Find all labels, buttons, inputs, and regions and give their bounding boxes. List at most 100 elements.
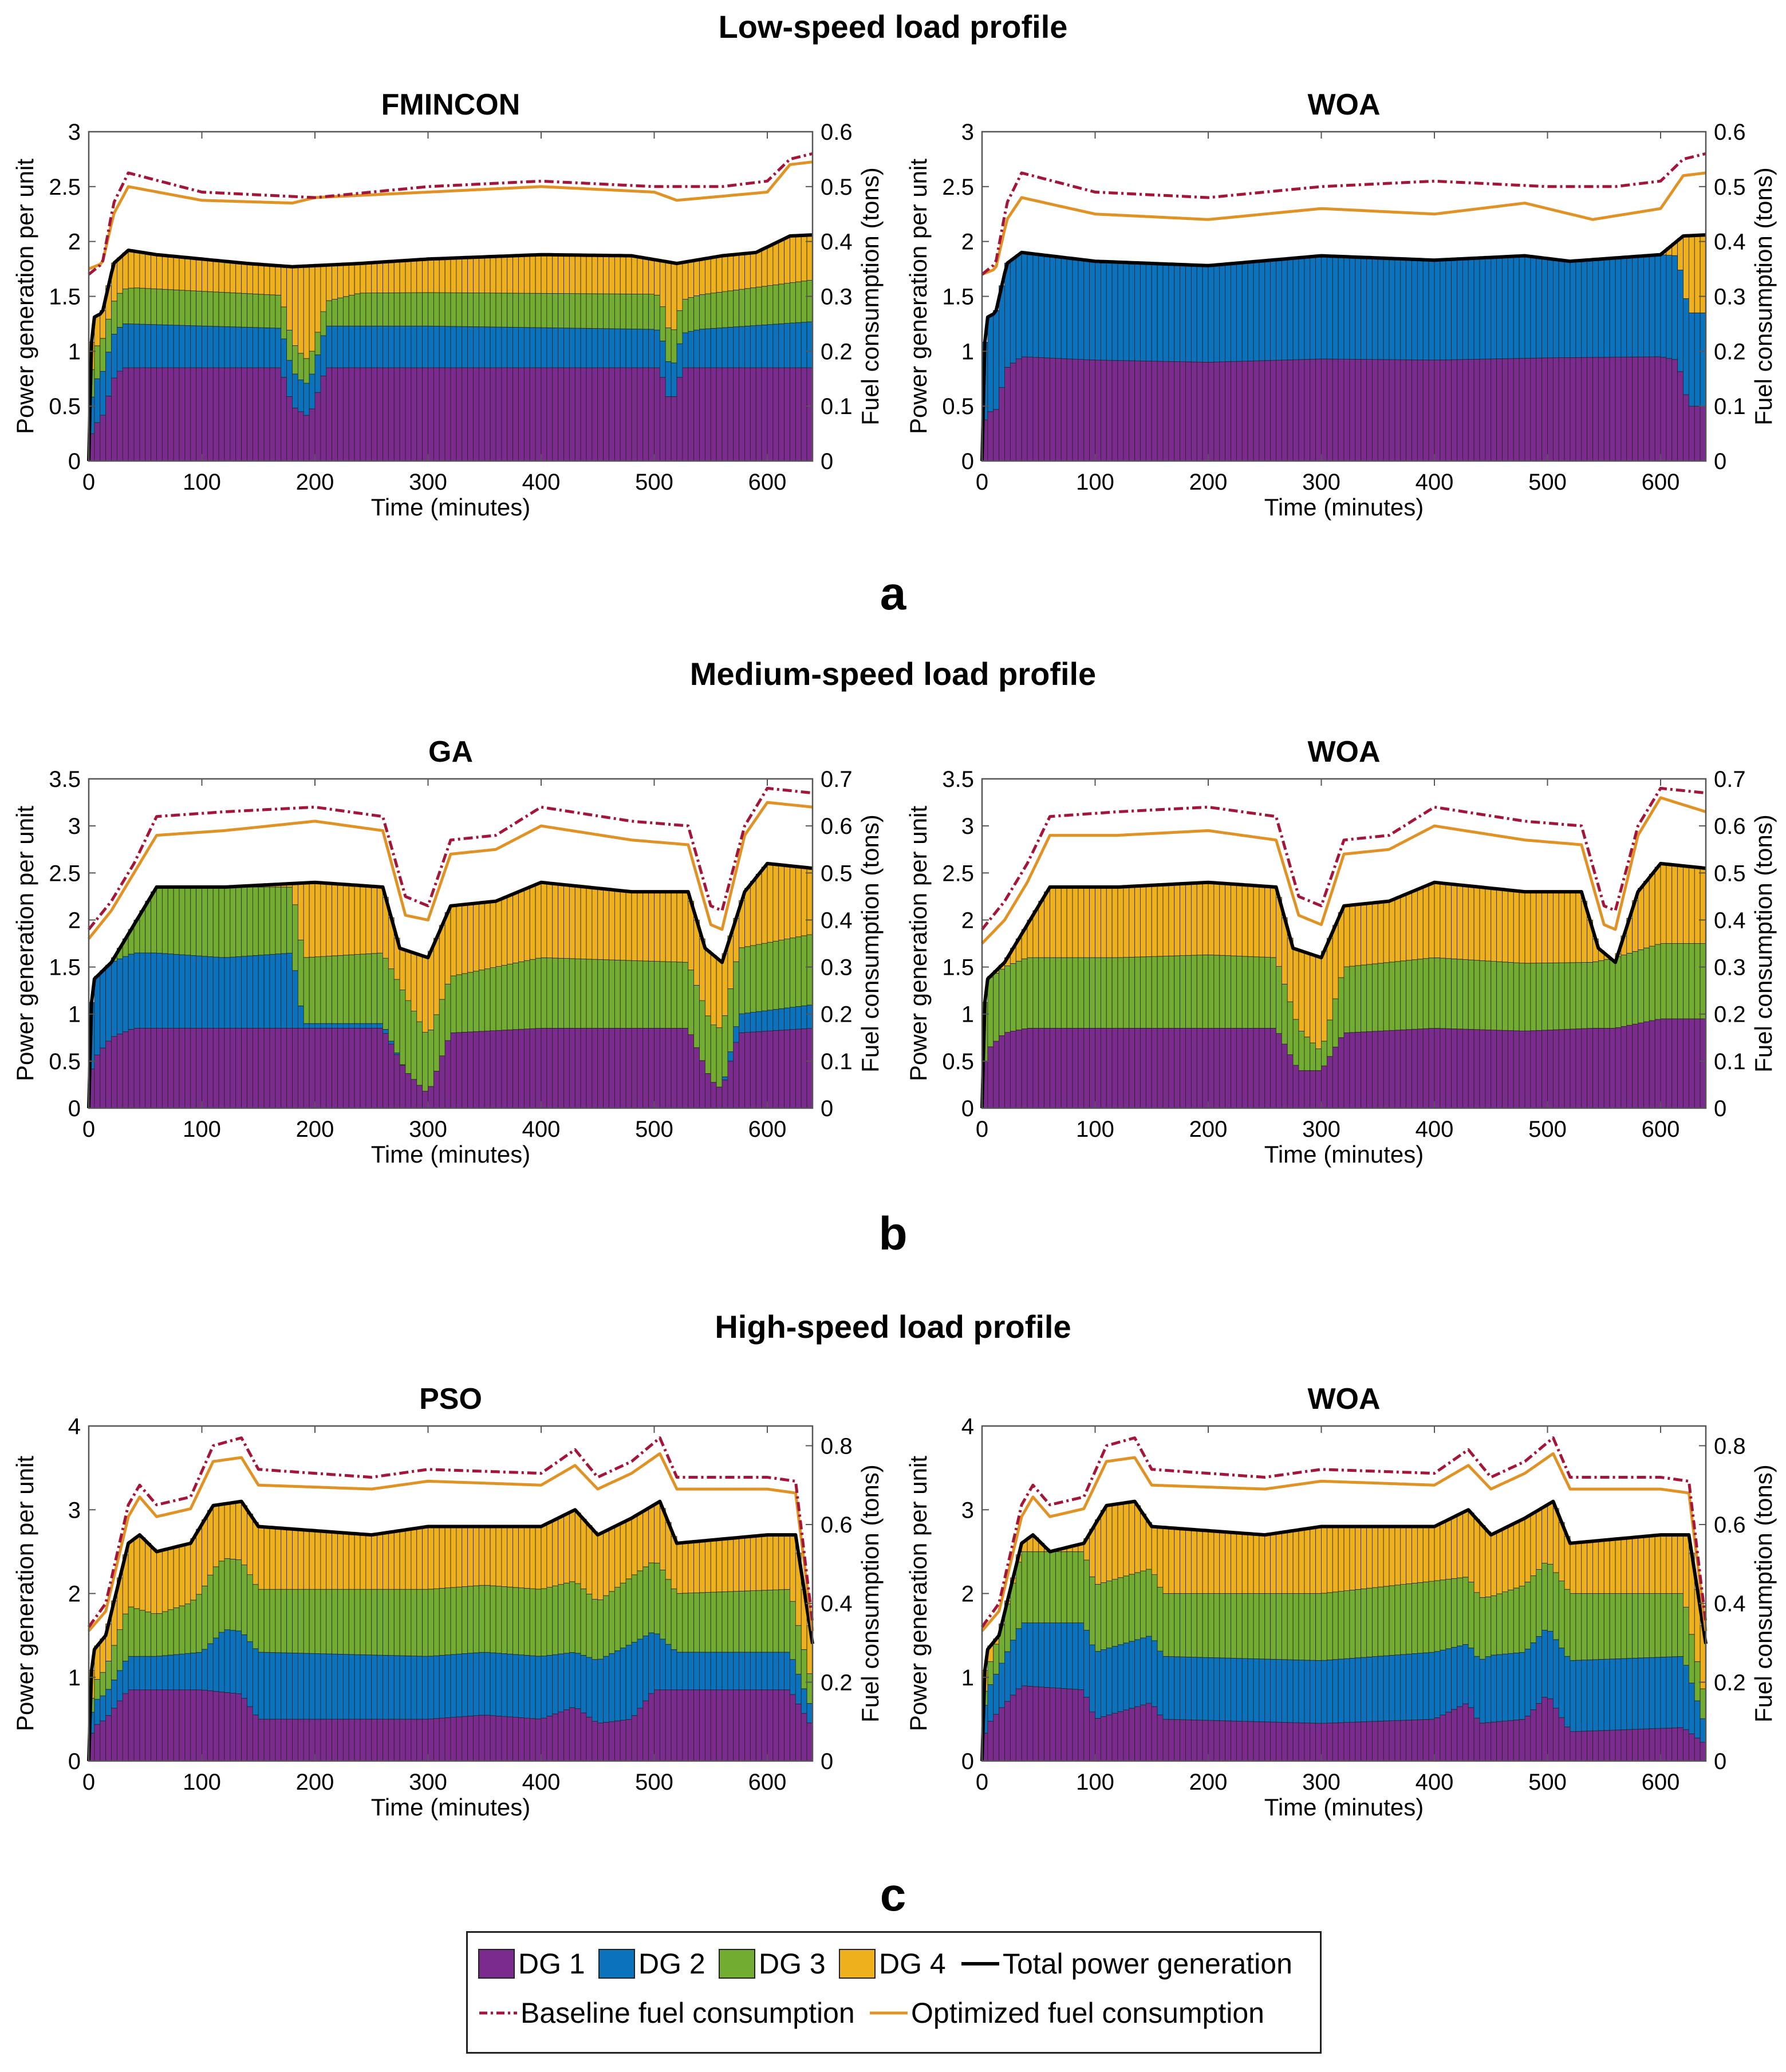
bar-dg4 bbox=[1072, 887, 1079, 958]
bar-dg1 bbox=[1377, 1030, 1384, 1109]
bar-dg4 bbox=[456, 1526, 463, 1588]
bar-dg2 bbox=[625, 328, 632, 368]
bar-dg1 bbox=[235, 1693, 242, 1762]
bar-dg1 bbox=[739, 367, 745, 462]
bar-dg1 bbox=[1406, 359, 1412, 462]
bar-dg4 bbox=[1151, 885, 1158, 957]
bar-dg4 bbox=[348, 263, 355, 296]
bar-dg1 bbox=[1190, 1719, 1197, 1762]
bar-dg3 bbox=[247, 887, 253, 956]
bar-dg2 bbox=[1270, 259, 1276, 361]
bar-dg4 bbox=[1140, 1514, 1146, 1571]
bar-dg3 bbox=[111, 301, 117, 334]
bar-dg1 bbox=[235, 1027, 242, 1109]
bar-dg4 bbox=[1496, 889, 1503, 962]
bar-dg1 bbox=[733, 367, 740, 462]
bar-dg1 bbox=[1615, 357, 1622, 462]
line-total-power bbox=[87, 1499, 814, 1762]
y2-tick-label: 0 bbox=[1714, 1096, 1726, 1121]
bar-dg3 bbox=[94, 1679, 101, 1700]
bar-dg2 bbox=[94, 378, 101, 423]
bar-dg3 bbox=[444, 983, 451, 1041]
bar-dg1 bbox=[456, 367, 463, 462]
bar-dg3 bbox=[750, 287, 756, 326]
bar-dg2 bbox=[659, 340, 666, 378]
bar-dg1 bbox=[1089, 1027, 1095, 1109]
bar-dg1 bbox=[1338, 1037, 1345, 1109]
bar-dg1 bbox=[1462, 1703, 1469, 1762]
bar-dg1 bbox=[1292, 1065, 1299, 1109]
bar-dg2 bbox=[1671, 1656, 1678, 1728]
y-tick-label: 2.5 bbox=[942, 861, 974, 886]
bar-dg2 bbox=[987, 315, 994, 412]
bar-dg3 bbox=[1083, 957, 1090, 1029]
bar-dg1 bbox=[1202, 362, 1209, 462]
bar-dg2 bbox=[642, 329, 649, 368]
bar-dg2 bbox=[224, 326, 231, 368]
bar-dg1 bbox=[682, 1027, 689, 1109]
bar-dg1 bbox=[484, 367, 491, 462]
bar-dg1 bbox=[161, 367, 168, 462]
bar-dg1 bbox=[999, 1707, 1005, 1762]
bar-dg1 bbox=[761, 367, 768, 462]
bar-dg1 bbox=[1044, 1027, 1050, 1109]
bar-dg3 bbox=[1174, 1593, 1181, 1657]
bar-dg1 bbox=[620, 1027, 626, 1109]
bar-dg4 bbox=[693, 1541, 700, 1593]
bar-dg3 bbox=[1361, 964, 1367, 1033]
bar-dg4 bbox=[1032, 910, 1039, 958]
bar-dg4 bbox=[218, 261, 225, 293]
bar-dg4 bbox=[529, 254, 536, 294]
bar-dg2 bbox=[501, 326, 508, 368]
bar-dg3 bbox=[1259, 956, 1265, 1029]
y-tick-label: 0 bbox=[68, 1749, 81, 1774]
bar-dg1 bbox=[1457, 359, 1463, 462]
bar-dg2 bbox=[1558, 259, 1565, 358]
bar-dg1 bbox=[1219, 1720, 1226, 1762]
bar-dg4 bbox=[631, 256, 638, 294]
bar-dg4 bbox=[230, 262, 236, 293]
bar-dg4 bbox=[1468, 885, 1474, 960]
chart-title: FMINCON bbox=[381, 88, 521, 121]
bar-dg2 bbox=[456, 326, 463, 368]
bar-dg4 bbox=[1485, 888, 1492, 962]
bar-dg3 bbox=[1168, 955, 1175, 1029]
bar-dg1 bbox=[151, 1027, 157, 1109]
bar-dg4 bbox=[676, 262, 683, 311]
x-tick-label: 200 bbox=[296, 470, 334, 495]
bar-dg1 bbox=[1044, 357, 1050, 462]
bar-dg4 bbox=[241, 1505, 247, 1565]
bar-dg3 bbox=[365, 1589, 372, 1656]
bar-dg4 bbox=[145, 1543, 152, 1613]
bar-dg4 bbox=[439, 1526, 445, 1589]
bar-dg3 bbox=[286, 330, 293, 361]
bar-dg1 bbox=[552, 1713, 559, 1762]
bar-dg1 bbox=[473, 1715, 479, 1762]
bar-dg4 bbox=[1134, 1505, 1141, 1573]
bar-dg2 bbox=[1587, 259, 1593, 358]
bar-dg2 bbox=[1123, 262, 1130, 361]
bar-dg2 bbox=[1558, 1648, 1565, 1718]
bar-dg4 bbox=[478, 1526, 485, 1586]
bar-dg2 bbox=[258, 327, 265, 368]
x-tick-label: 600 bbox=[748, 1770, 787, 1795]
bar-dg1 bbox=[416, 1719, 423, 1762]
bar-dg1 bbox=[1507, 358, 1514, 462]
bar-dg2 bbox=[1241, 1658, 1248, 1722]
bar-dg1 bbox=[286, 1719, 293, 1762]
bar-dg1 bbox=[1638, 356, 1644, 462]
bar-dg1 bbox=[286, 1027, 293, 1109]
bar-dg3 bbox=[462, 1586, 468, 1654]
bar-dg2 bbox=[230, 956, 236, 1029]
bar-dg2 bbox=[648, 329, 655, 368]
bar-dg1 bbox=[1236, 1721, 1243, 1762]
bar-dg4 bbox=[1394, 1526, 1401, 1586]
bar-dg2 bbox=[750, 1652, 756, 1691]
bar-dg3 bbox=[292, 1589, 298, 1653]
bar-dg1 bbox=[1123, 1709, 1130, 1762]
bar-dg3 bbox=[727, 988, 734, 1052]
bar-dg1 bbox=[1072, 1689, 1079, 1762]
bar-dg3 bbox=[122, 289, 129, 324]
bar-dg1 bbox=[450, 1032, 457, 1109]
bar-dg3 bbox=[490, 293, 496, 328]
